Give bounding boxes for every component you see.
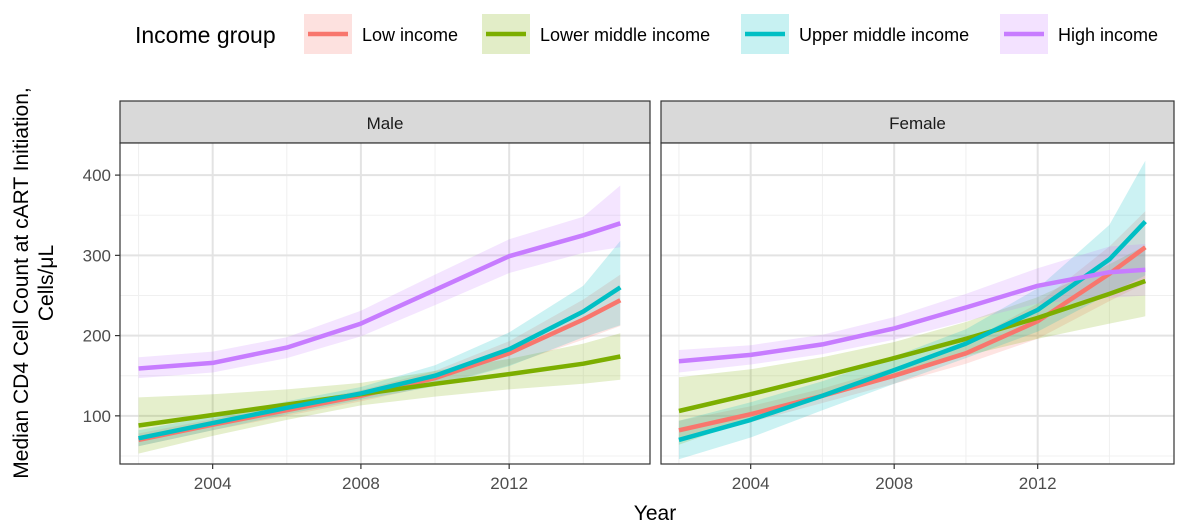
- y-axis-title-line-2: Cells/μL: [35, 245, 58, 321]
- legend-item-upper-middle-income: Upper middle income: [741, 14, 969, 54]
- y-axis: 100 200 300 400: [83, 166, 120, 426]
- x-tick-label: 2008: [342, 474, 380, 493]
- y-axis-title: Median CD4 Cell Count at cART Initiation…: [10, 87, 58, 478]
- legend-title: Income group: [135, 22, 276, 48]
- legend-label: Upper middle income: [799, 25, 969, 45]
- x-tick-label: 2004: [732, 474, 770, 493]
- x-tick-label: 2004: [194, 474, 232, 493]
- y-tick-label: 200: [83, 327, 111, 346]
- panel-male: Male 2004 2008 2012 100 200 300 400: [83, 101, 650, 493]
- y-tick-label: 300: [83, 246, 111, 265]
- legend-label: Low income: [362, 25, 458, 45]
- facet-strip-label: Female: [889, 114, 946, 133]
- legend: Income group Low income Lower middle inco…: [135, 14, 1158, 54]
- facet-strip-label: Male: [367, 114, 404, 133]
- y-axis-title-line-1: Median CD4 Cell Count at cART Initiation…: [10, 87, 33, 478]
- legend-item-high-income: High income: [1000, 14, 1158, 54]
- legend-item-low-income: Low income: [304, 14, 458, 54]
- y-tick-label: 100: [83, 407, 111, 426]
- legend-item-lower-middle-income: Lower middle income: [482, 14, 710, 54]
- x-axis-title: Year: [634, 502, 676, 525]
- x-tick-label: 2012: [1019, 474, 1057, 493]
- x-axis: 2004 2008 2012: [732, 464, 1057, 493]
- panel-female: Female 2004 2008 2012: [661, 101, 1174, 493]
- x-axis: 2004 2008 2012: [194, 464, 528, 493]
- x-tick-label: 2012: [490, 474, 528, 493]
- legend-label: Lower middle income: [540, 25, 710, 45]
- legend-label: High income: [1058, 25, 1158, 45]
- y-tick-label: 400: [83, 166, 111, 185]
- x-tick-label: 2008: [875, 474, 913, 493]
